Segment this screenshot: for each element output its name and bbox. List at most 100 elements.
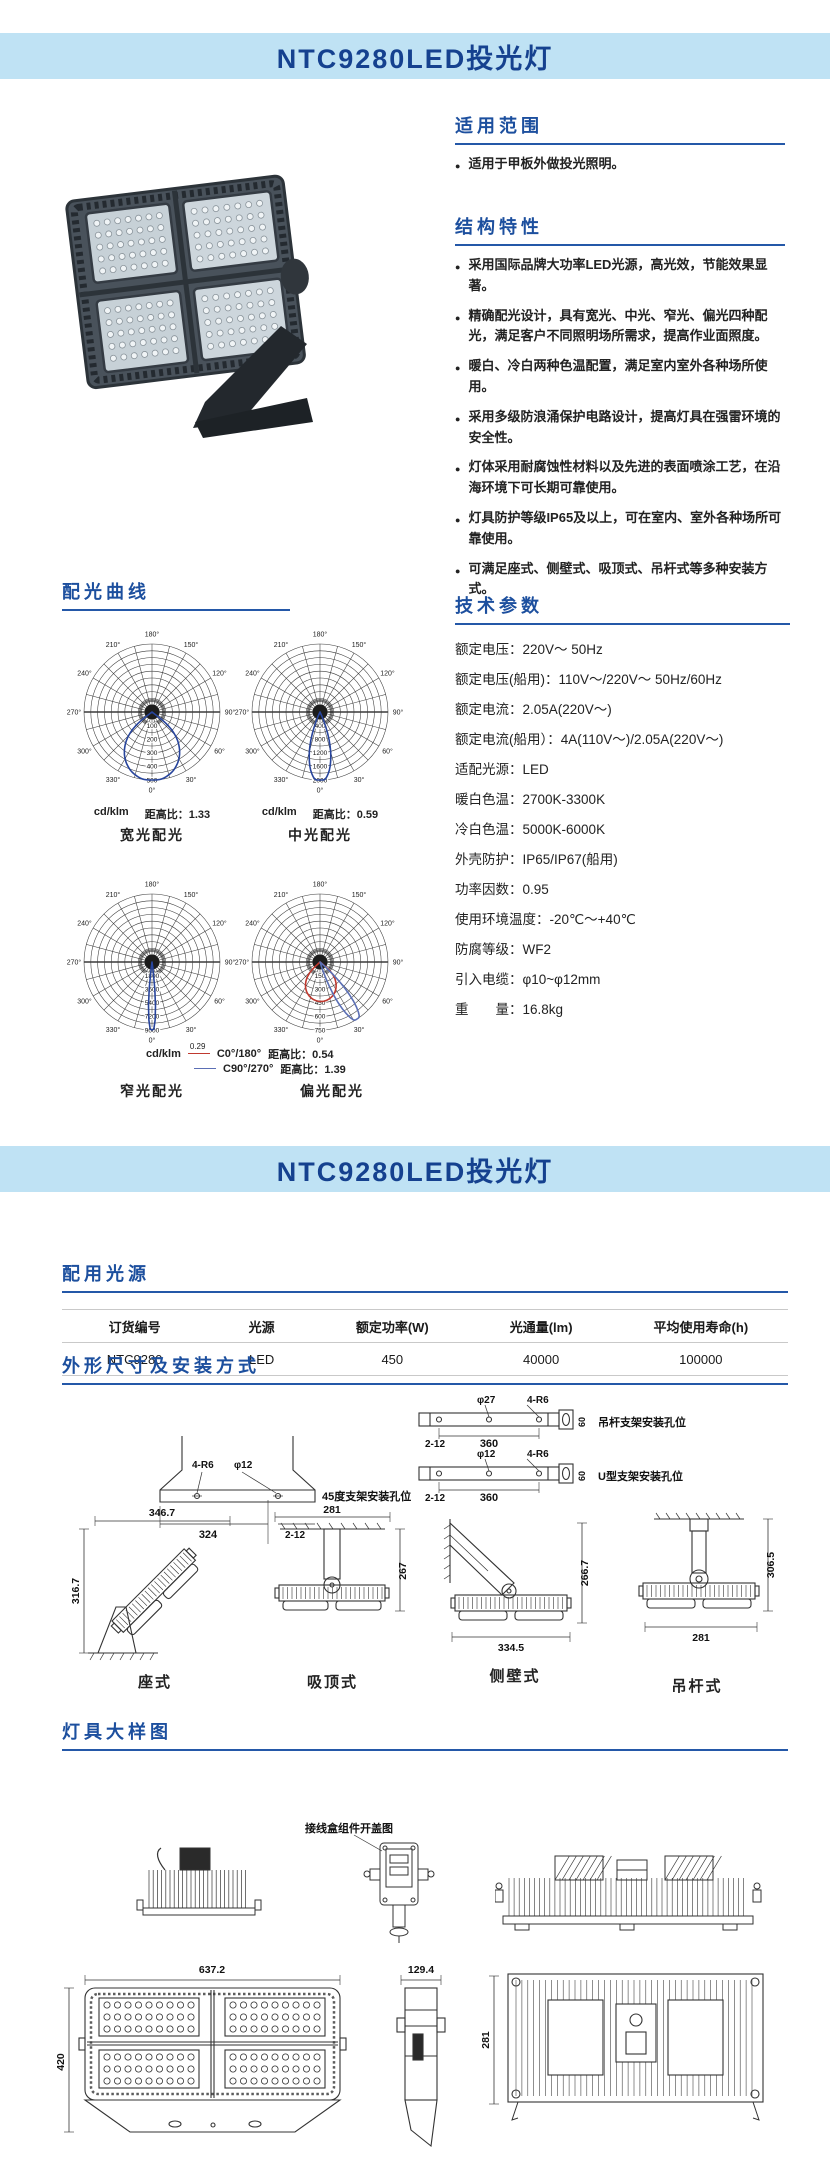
section-rule: [62, 609, 290, 611]
section-dimensions: 外形尺寸及安装方式: [62, 1352, 788, 1385]
section-rule: [62, 1291, 788, 1293]
blue-line-swatch: [194, 1068, 216, 1069]
col-header: 光通量(lm): [468, 1309, 614, 1343]
cell-source: LED: [207, 1342, 317, 1376]
svg-text:90°: 90°: [225, 709, 236, 717]
chart-ratio: 距高比：0.59: [312, 809, 379, 821]
polar-chart-medium: 0° 30° 60° 90° 120° 150° 180° 210° 240° 270° 300° 3…: [234, 626, 406, 845]
col-header: 平均使用寿命(h): [613, 1309, 788, 1343]
dim-radius: 4-R6: [527, 1395, 549, 1406]
narrow-beam-chart: 0° 30° 60° 90° 120° 150° 180° 210° 240° 270° 300° 3…: [67, 881, 236, 1045]
mounting-base: 346.7 316.7 座式: [70, 1505, 240, 1692]
dim-end: 60: [577, 1471, 587, 1481]
detail-title: 灯具大样图: [62, 1722, 172, 1742]
section-detail: 灯具大样图: [62, 1718, 788, 1751]
u-bracket-drawing: φ12 4-R6 360 2-12 60: [415, 1448, 590, 1504]
chart-ratio: 距高比：1.33: [144, 809, 211, 821]
col-header: 额定功率(W): [316, 1309, 469, 1343]
section-rule: [62, 1749, 788, 1751]
svg-text:210°: 210°: [274, 891, 289, 899]
bullet-icon: ●: [455, 514, 461, 525]
chart-name: 窄光配光: [120, 1083, 184, 1099]
svg-text:3600: 3600: [145, 987, 160, 994]
svg-text:400: 400: [315, 723, 326, 730]
curve-legend: cd/klm 0.29 C0°/180° 距高比：0.54 C90°/270° …: [146, 1042, 386, 1076]
chart-unit: cd/klm: [261, 806, 297, 818]
mounting-wall: 266.7 334.5 侧壁式: [430, 1505, 600, 1686]
svg-text:240°: 240°: [245, 670, 260, 678]
table-row: NTC9280 LED 450 40000 100000: [62, 1342, 788, 1376]
dim-holes: 2-12: [425, 1493, 445, 1504]
page-header-bar: NTC9280LED投光灯: [0, 33, 830, 79]
svg-text:100: 100: [147, 723, 158, 730]
svg-text:120°: 120°: [380, 920, 395, 928]
param-item: 额定电压(船用)：110V～/220V～ 50Hz/60Hz: [455, 672, 722, 687]
section-rule: [455, 143, 785, 145]
pole-bracket-label: 吊杆支架安装孔位: [598, 1417, 686, 1429]
legend-unit: cd/klm: [146, 1047, 181, 1060]
chart-name: 中光配光: [288, 827, 352, 843]
page-title-2: NTC9280LED投光灯: [276, 1156, 554, 1187]
svg-text:750: 750: [315, 1027, 326, 1034]
params-title: 技术参数: [455, 596, 543, 616]
section-params: 技术参数 额定电压：220V～ 50Hz 额定电压(船用)：110V～/220V…: [455, 592, 790, 1025]
table-header-row: 订货编号 光源 额定功率(W) 光通量(lm) 平均使用寿命(h): [62, 1309, 788, 1343]
cell-life: 100000: [613, 1342, 788, 1376]
svg-text:330°: 330°: [274, 1026, 289, 1034]
u-bracket-label: U型支架安装孔位: [598, 1471, 683, 1483]
svg-text:300°: 300°: [77, 748, 92, 756]
dim-height: 267: [397, 1562, 409, 1580]
svg-text:60°: 60°: [382, 998, 393, 1006]
svg-text:150°: 150°: [352, 891, 367, 899]
dim-height: 316.7: [70, 1578, 82, 1604]
bracket45-label: 45度支架安装孔位: [322, 1491, 412, 1503]
svg-text:330°: 330°: [106, 776, 121, 784]
svg-text:90°: 90°: [225, 959, 236, 967]
feature-item: 灯具防护等级IP65及以上，可在室内、室外各种场所可靠使用。: [468, 509, 782, 546]
param-item: 额定电流(船用）：4A(110V～)/2.05A(220V～): [455, 732, 724, 747]
param-item: 冷白色温：5000K-6000K: [455, 822, 606, 837]
section-curves: 配光曲线: [62, 578, 290, 611]
dim-diameter: φ12: [477, 1449, 496, 1460]
bullet-icon: ●: [455, 312, 461, 323]
dim-length: 324: [199, 1529, 218, 1541]
feature-item: 暖白、冷白两种色温配置，满足室内室外各种场所使用。: [468, 358, 768, 394]
legend-plane: C90°/270°: [223, 1062, 274, 1075]
svg-text:330°: 330°: [106, 1026, 121, 1034]
legend-ratio: 距高比：1.39: [280, 1063, 346, 1076]
param-item: 额定电流：2.05A(220V～): [455, 702, 612, 717]
scope-bullet: 适用于甲板外做投光照明。: [468, 156, 625, 171]
scope-title: 适用范围: [455, 116, 543, 136]
bullet-icon: ●: [455, 413, 461, 424]
svg-text:180°: 180°: [145, 631, 160, 639]
product-photo: [45, 130, 330, 440]
dim-width: 346.7: [149, 1507, 175, 1519]
dimensions-title: 外形尺寸及安装方式: [62, 1356, 260, 1376]
cell-power: 450: [316, 1342, 469, 1376]
light-source-title: 配用光源: [62, 1264, 150, 1284]
svg-text:210°: 210°: [274, 641, 289, 649]
features-title: 结构特性: [455, 217, 543, 237]
red-line-swatch: 0.29: [187, 1042, 210, 1054]
mounting-label: 座式: [137, 1674, 172, 1691]
svg-text:1800: 1800: [145, 973, 160, 980]
svg-text:330°: 330°: [274, 776, 289, 784]
svg-text:150°: 150°: [352, 641, 367, 649]
dim-side-width: 129.4: [408, 1964, 434, 1976]
param-item: 使用环境温度：-20℃～+40℃: [455, 912, 636, 927]
feature-item: 灯体采用耐腐蚀性材料以及先进的表面喷涂工艺，在沿海环境下可长期可靠使用。: [468, 459, 781, 496]
param-item: 防腐等级：WF2: [455, 942, 551, 957]
svg-text:800: 800: [315, 737, 326, 744]
legend-plane: C0°/180°: [216, 1047, 262, 1060]
dim-holes: 2-12: [285, 1530, 305, 1541]
detail-front-view: 637.2 420: [55, 1960, 355, 2160]
param-item: 适配光源：LED: [455, 762, 549, 777]
bullet-icon: ●: [455, 464, 461, 475]
svg-text:150°: 150°: [184, 641, 199, 649]
svg-text:1200: 1200: [313, 750, 328, 757]
dim-front-width: 637.2: [199, 1964, 225, 1976]
svg-text:200: 200: [147, 737, 158, 744]
curves-title: 配光曲线: [62, 582, 150, 602]
dim-end: 60: [577, 1417, 587, 1427]
svg-text:180°: 180°: [313, 881, 328, 889]
